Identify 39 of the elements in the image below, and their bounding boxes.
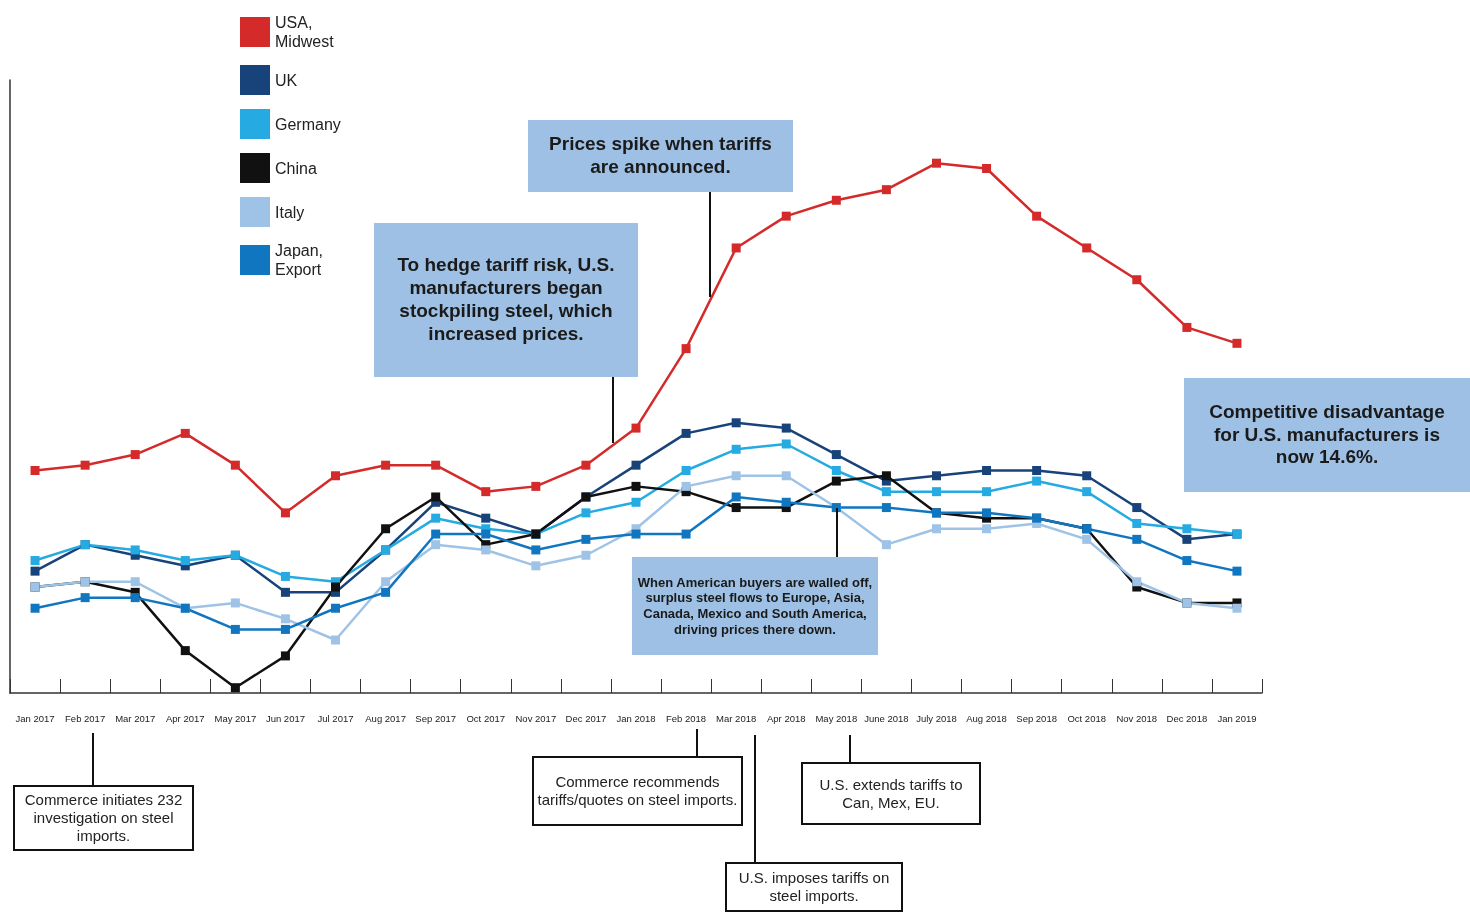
annotation: To hedge tariff risk, U.S. manufacturers began stockpiling steel, which increased prices. [396, 254, 616, 346]
text: Commerce recommends tariffs/quotes on steel imports. [536, 773, 739, 809]
x-tick-label: Nov 2017 [515, 712, 557, 724]
x-tick-label: Feb 2018 [666, 712, 707, 724]
legend-label: UK [275, 71, 298, 89]
x-tick-label: May 2017 [214, 712, 257, 724]
x-tick-label: Dec 2018 [1166, 712, 1208, 724]
legend-label: Germany [275, 115, 341, 133]
x-tick-label: Aug 2018 [966, 712, 1007, 724]
x-tick-label: Jan 2017 [15, 712, 55, 724]
x-tick-label: July 2018 [916, 712, 957, 724]
text: U.S. extends tariffs to Can, Mex, EU. [818, 775, 964, 812]
legend-label: Italy [275, 203, 305, 221]
x-tick-label: Jun 2017 [265, 712, 305, 724]
x-tick-label: Feb 2017 [65, 712, 106, 724]
x-tick-label: Sep 2018 [1016, 712, 1057, 724]
x-tick-label: Jul 2017 [317, 712, 354, 724]
x-tick-label: Mar 2018 [716, 712, 757, 724]
x-tick-label: Jan 2018 [616, 712, 656, 724]
x-tick-label: Nov 2018 [1116, 712, 1158, 724]
x-tick-label: Dec 2017 [565, 712, 607, 724]
x-tick-label: Jan 2019 [1217, 712, 1257, 724]
x-tick-label: June 2018 [864, 712, 909, 724]
annotation: Prices spike when tariffs are announced. [548, 133, 773, 179]
legend-label: USA, Midwest [275, 14, 335, 50]
x-tick-label: Aug 2017 [365, 712, 406, 724]
x-tick-label: Sep 2017 [415, 712, 457, 724]
annotation: When American buyers are walled off, surplus steel flows to Europe, Asia, Canada, Mexico and South America, driving prices there down. [637, 574, 873, 638]
x-tick-label: Mar 2017 [115, 712, 156, 724]
x-tick-label: Oct 2018 [1067, 712, 1106, 724]
text: U.S. imposes tariffs on steel imports. [737, 869, 891, 905]
x-tick-label: May 2018 [815, 712, 858, 724]
text: Commerce initiates 232 investigation on steel imports. [23, 791, 184, 845]
x-tick-label: Oct 2017 [466, 712, 506, 724]
x-tick-label: Apr 2018 [766, 712, 806, 724]
x-tick-label: Apr 2017 [166, 712, 205, 724]
annotation: Competitive disadvantage for U.S. manufacturers is now 14.6%. [1208, 400, 1446, 470]
legend-label: China [275, 159, 317, 177]
legend-label: Japan, Export [275, 242, 324, 278]
